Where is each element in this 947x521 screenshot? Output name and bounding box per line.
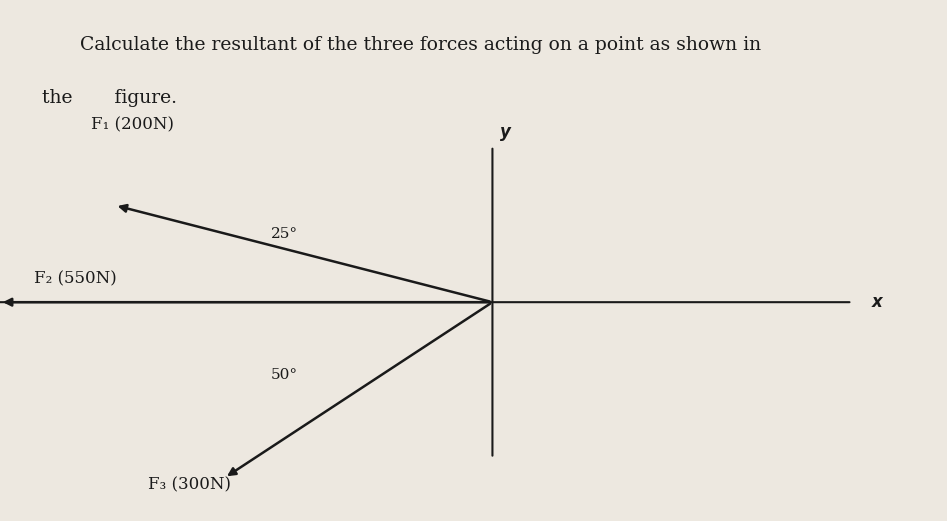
Text: F₂ (550N): F₂ (550N) [34,270,117,287]
Text: F₃ (300N): F₃ (300N) [148,476,231,493]
Text: Calculate the resultant of the three forces acting on a point as shown in: Calculate the resultant of the three for… [80,36,761,55]
Text: the       figure.: the figure. [42,89,177,107]
Text: 25°: 25° [271,228,297,241]
Text: 50°: 50° [271,368,297,382]
Text: F₁ (200N): F₁ (200N) [91,117,174,133]
Text: x: x [871,293,882,311]
Text: y: y [500,122,510,141]
